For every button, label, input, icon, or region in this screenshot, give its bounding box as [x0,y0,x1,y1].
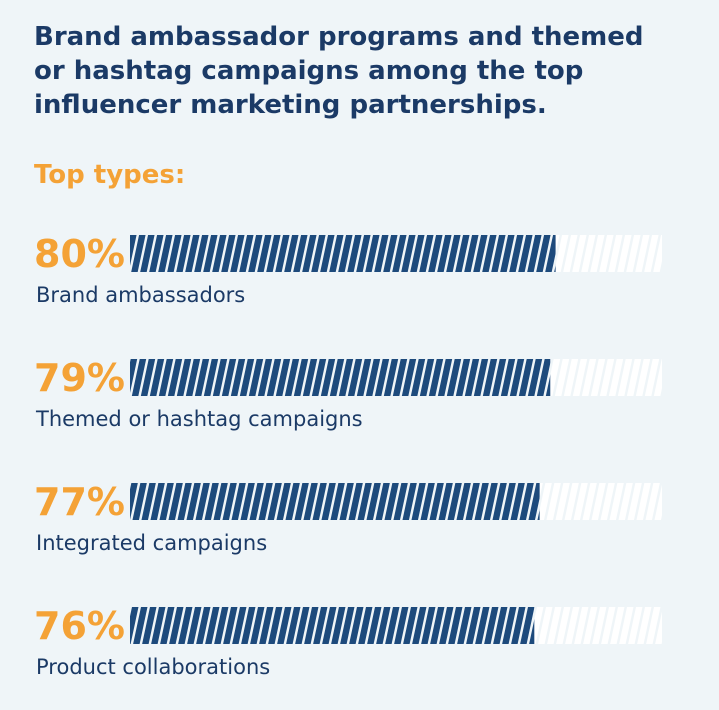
chart-title: Brand ambassador programs and themed or … [34,22,644,120]
chart-subtitle: Top types: [34,160,186,190]
value-label: 79% [34,356,125,400]
category-label: Product collaborations [36,655,270,679]
category-label: Integrated campaigns [36,531,267,555]
bar [130,607,535,644]
category-label: Themed or hashtag campaigns [35,407,363,431]
category-label: Brand ambassadors [36,283,245,307]
value-label: 76% [34,604,125,648]
bar [130,359,551,396]
value-label: 77% [34,480,125,524]
bar [130,235,556,272]
value-label: 80% [34,232,125,276]
bar [130,483,540,520]
